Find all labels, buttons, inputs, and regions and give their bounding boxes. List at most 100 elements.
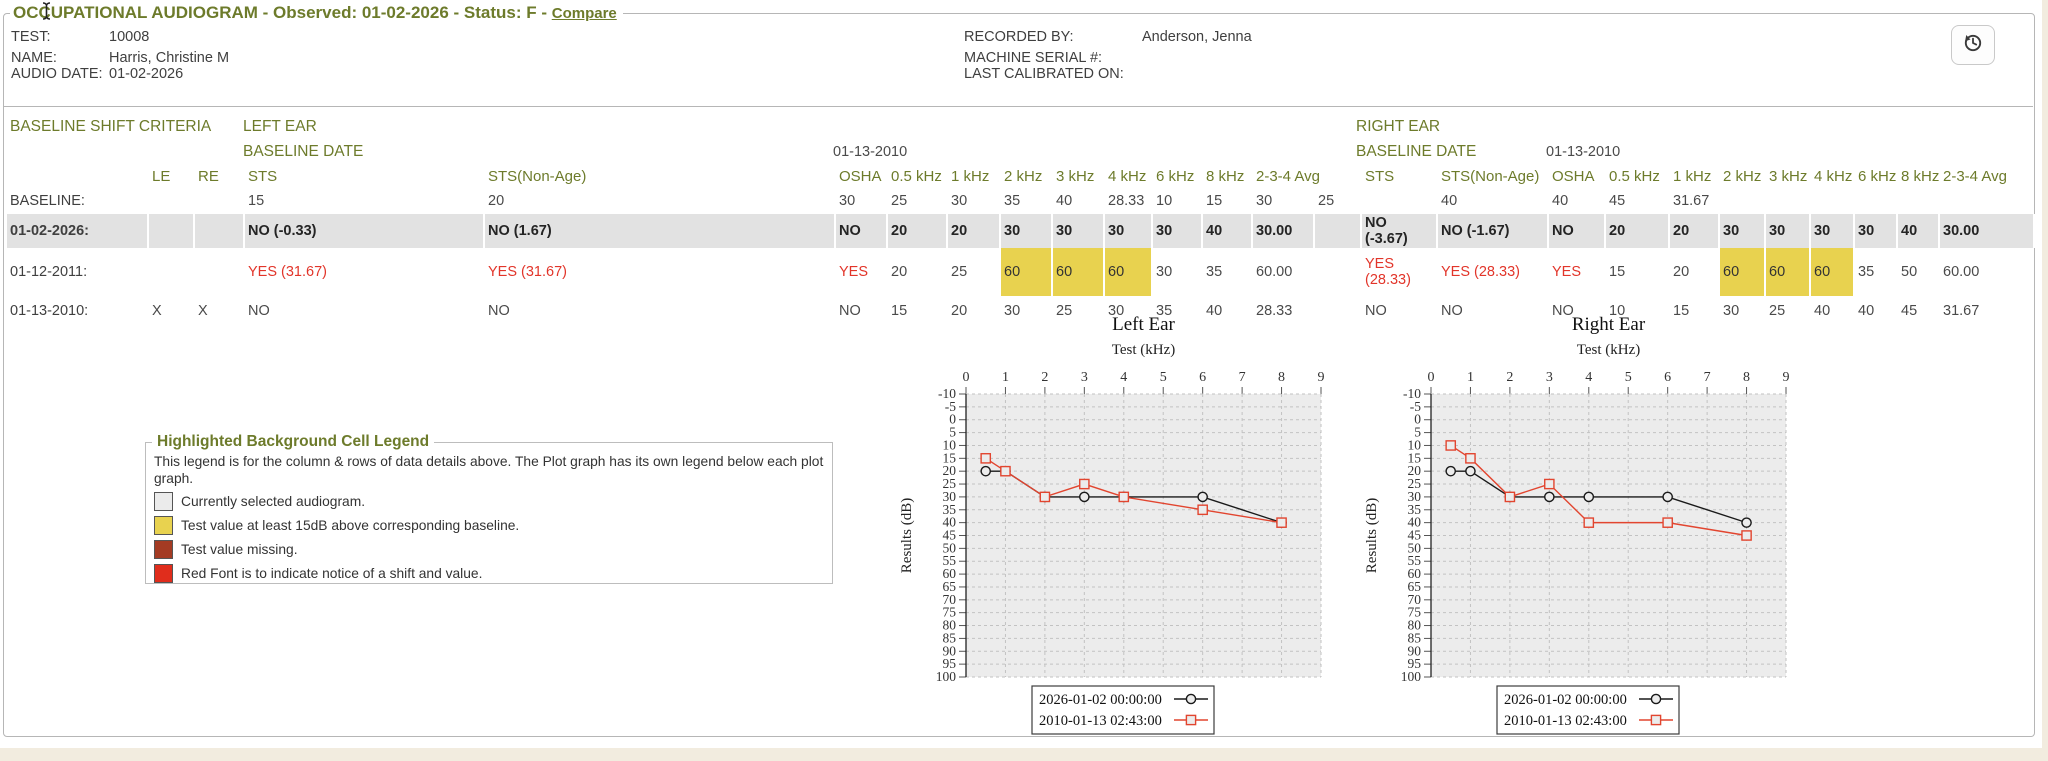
svg-text:60: 60 bbox=[943, 566, 957, 581]
svg-text:2010-01-13 02:43:00: 2010-01-13 02:43:00 bbox=[1039, 713, 1162, 729]
table-cell: YES (31.67) bbox=[488, 264, 567, 280]
svg-text:2026-01-02 00:00:00: 2026-01-02 00:00:00 bbox=[1039, 692, 1162, 708]
svg-text:15: 15 bbox=[1408, 450, 1422, 465]
svg-text:70: 70 bbox=[1408, 592, 1422, 607]
left-ear-audiogram-chart: Left Ear Test (kHz) 0 1 2 3 4 5 6 7 8 9 -10 -5 0 5 10 15 2… bbox=[894, 310, 1339, 740]
cell-legend-title: Highlighted Background Cell Legend bbox=[152, 433, 435, 451]
column-header: RE bbox=[198, 167, 219, 185]
table-cell: 30 bbox=[1766, 214, 1811, 248]
cell-legend-description: This legend is for the column & rows of … bbox=[154, 454, 824, 487]
table-cell: 30.00 bbox=[1940, 214, 2035, 248]
svg-text:60: 60 bbox=[1408, 566, 1422, 581]
svg-text:3: 3 bbox=[1546, 370, 1553, 385]
table-cell: 30.00 bbox=[1253, 214, 1315, 248]
page-title-text: OCCUPATIONAL AUDIOGRAM - Observed: 01-02… bbox=[13, 3, 552, 22]
test-value: 10008 bbox=[109, 29, 150, 45]
table-cell: NO bbox=[839, 303, 861, 319]
audiogram-panel: OCCUPATIONAL AUDIOGRAM - Observed: 01-02… bbox=[3, 3, 2035, 740]
table-cell: 31.67 bbox=[1673, 193, 1710, 209]
column-header: STS(Non-Age) bbox=[1441, 167, 1540, 185]
right-baseline-date-value: 01-13-2010 bbox=[1546, 144, 1621, 160]
table-cell: 28.33 bbox=[1108, 193, 1145, 209]
table-cell: 30 bbox=[951, 193, 968, 209]
left-baseline-date-value: 01-13-2010 bbox=[833, 144, 908, 160]
table-cell: 30 bbox=[1108, 303, 1125, 319]
audio-date-label: AUDIO DATE: bbox=[11, 66, 103, 82]
history-restore-button[interactable] bbox=[1951, 25, 1995, 65]
table-cell: 30 bbox=[1156, 264, 1173, 280]
table-cell: 30 bbox=[1720, 214, 1766, 248]
legend-color-swatch bbox=[154, 564, 173, 584]
legend-item-label: Test value missing. bbox=[181, 542, 298, 558]
svg-text:9: 9 bbox=[1318, 370, 1325, 385]
column-header: LE bbox=[152, 167, 171, 185]
table-cell: NO bbox=[1549, 214, 1606, 248]
machine-serial-field: MACHINE SERIAL #: bbox=[964, 50, 1102, 66]
column-header: OSHA bbox=[1552, 167, 1595, 185]
table-cell: 15 bbox=[248, 193, 265, 209]
table-cell: 60 bbox=[1766, 248, 1811, 296]
row-label[interactable]: 01-13-2010: bbox=[10, 303, 89, 319]
table-cell: 40 bbox=[1056, 193, 1073, 209]
svg-text:25: 25 bbox=[943, 476, 957, 491]
column-header: 1 kHz bbox=[1673, 167, 1712, 185]
svg-text:80: 80 bbox=[943, 618, 957, 633]
svg-text:9: 9 bbox=[1783, 370, 1790, 385]
table-cell: 30 bbox=[1256, 193, 1273, 209]
table-cell: 20 bbox=[1606, 214, 1670, 248]
row-label[interactable]: 01-12-2011: bbox=[10, 264, 88, 280]
table-cell: 30 bbox=[1053, 214, 1105, 248]
column-header: 2 kHz bbox=[1723, 167, 1762, 185]
svg-text:45: 45 bbox=[943, 528, 957, 543]
table-cell bbox=[195, 188, 245, 214]
svg-text:2: 2 bbox=[1506, 370, 1513, 385]
baseline-shift-criteria-table: LE RE STS STS(Non-Age) OSHA 0.5 kHz 1 kHz 2 kHz… bbox=[7, 164, 2035, 326]
column-header: 2-3-4 Avg bbox=[1943, 167, 2007, 185]
table-cell bbox=[1811, 188, 1855, 214]
legend-color-swatch bbox=[154, 492, 173, 512]
legend-item: Test value at least 15dB above correspon… bbox=[154, 516, 824, 536]
table-cell: 60 bbox=[1811, 248, 1855, 296]
column-header: STS bbox=[248, 167, 278, 185]
svg-text:Results (dB): Results (dB) bbox=[899, 498, 915, 573]
column-header: 6 kHz bbox=[1858, 167, 1897, 185]
right-ear-title: RIGHT EAR bbox=[1356, 118, 1441, 135]
table-cell: 45 bbox=[1901, 303, 1918, 319]
svg-text:65: 65 bbox=[943, 579, 957, 594]
table-cell: 20 bbox=[891, 264, 908, 280]
table-cell: 30 bbox=[839, 193, 856, 209]
table-cell: 40 bbox=[1858, 303, 1875, 319]
cell-legend-box: Highlighted Background Cell Legend This … bbox=[145, 433, 833, 584]
table-cell: YES bbox=[1552, 264, 1582, 280]
legend-color-swatch bbox=[154, 540, 173, 560]
table-cell: NO (-1.67) bbox=[1438, 214, 1549, 248]
svg-text:-10: -10 bbox=[938, 386, 956, 401]
svg-text:Test (kHz): Test (kHz) bbox=[1112, 342, 1176, 358]
table-cell: X bbox=[198, 303, 208, 319]
column-header: 3 kHz bbox=[1056, 167, 1095, 185]
row-label[interactable]: 01-02-2026: bbox=[7, 214, 149, 248]
table-cell: NO bbox=[836, 214, 888, 248]
svg-text:0: 0 bbox=[949, 412, 956, 427]
table-cell: NO bbox=[1441, 303, 1463, 319]
table-row: 01-02-2026: NO (-0.33) NO (1.67) NO 20 20 30 30… bbox=[7, 214, 2035, 248]
test-label: TEST: bbox=[11, 29, 51, 45]
table-cell: 30 bbox=[1004, 303, 1021, 319]
table-cell bbox=[1898, 188, 1940, 214]
compare-link[interactable]: Compare bbox=[551, 5, 617, 22]
svg-text:40: 40 bbox=[943, 515, 957, 530]
svg-text:-5: -5 bbox=[1410, 399, 1421, 414]
table-cell: 40 bbox=[1441, 193, 1458, 209]
svg-text:7: 7 bbox=[1239, 370, 1246, 385]
table-cell: 35 bbox=[1206, 264, 1223, 280]
svg-text:35: 35 bbox=[943, 502, 957, 517]
table-cell bbox=[1855, 188, 1898, 214]
svg-text:Results (dB): Results (dB) bbox=[1364, 498, 1380, 573]
right-baseline-date-label: BASELINE DATE bbox=[1356, 143, 1477, 160]
svg-text:100: 100 bbox=[1401, 669, 1422, 684]
table-cell: 60 bbox=[1720, 248, 1766, 296]
svg-text:85: 85 bbox=[1408, 630, 1422, 645]
table-cell: 25 bbox=[1056, 303, 1073, 319]
page-title: OCCUPATIONAL AUDIOGRAM - Observed: 01-02… bbox=[10, 3, 623, 23]
table-cell bbox=[1720, 188, 1766, 214]
